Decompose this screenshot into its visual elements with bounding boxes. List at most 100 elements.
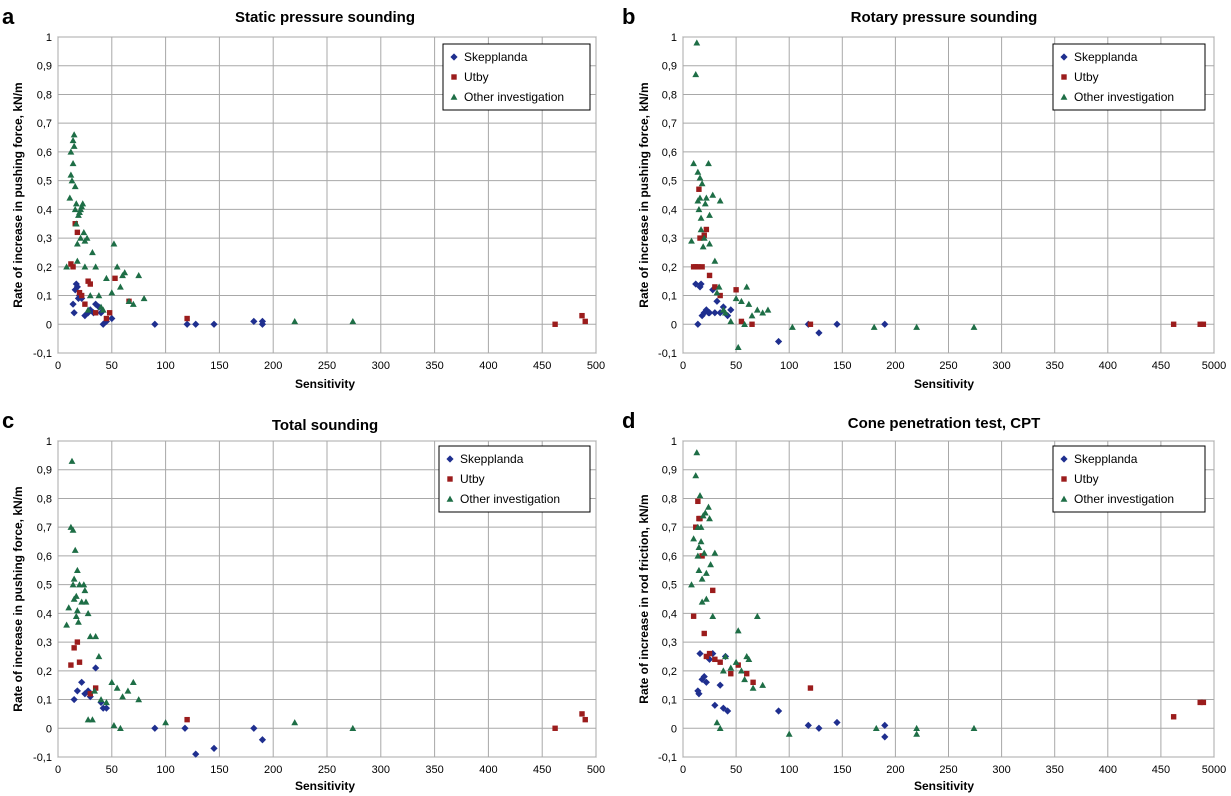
x-tick-label: 200 <box>886 764 904 776</box>
data-point <box>711 701 719 709</box>
x-tick-label: 400 <box>479 360 497 372</box>
data-point <box>716 197 724 204</box>
y-tick-label: 0,2 <box>37 666 52 678</box>
data-point <box>92 310 99 316</box>
data-point <box>68 261 74 267</box>
x-axis-label: Sensitivity <box>295 377 355 391</box>
data-point <box>110 240 118 247</box>
data-point <box>750 679 756 686</box>
data-point <box>872 724 880 731</box>
y-tick-label: 0,6 <box>37 147 52 159</box>
legend-entry: Utby <box>1074 70 1099 84</box>
data-point <box>735 662 741 668</box>
series-skepplanda <box>694 649 889 741</box>
data-point <box>696 492 704 499</box>
data-point <box>690 613 697 619</box>
data-point <box>695 566 703 573</box>
x-tick-label: 450 <box>533 360 551 372</box>
data-point <box>697 523 705 530</box>
data-point <box>113 263 121 270</box>
data-point <box>117 283 124 290</box>
y-tick-label: 0,5 <box>37 176 52 188</box>
data-point <box>72 612 80 619</box>
y-tick-label: -0,1 <box>33 348 52 360</box>
data-point <box>151 320 159 328</box>
x-tick-label: 450 <box>1152 360 1170 372</box>
data-point <box>68 177 76 184</box>
data-point <box>713 297 721 305</box>
data-point <box>552 725 558 731</box>
legend-entry: Skepplanda <box>1074 452 1138 466</box>
data-point <box>108 678 116 686</box>
data-point <box>1197 699 1203 706</box>
data-point <box>1170 714 1177 720</box>
data-point <box>102 317 111 325</box>
y-tick-label: 0,8 <box>662 493 677 505</box>
legend-entry: Other investigation <box>1074 90 1174 104</box>
data-point <box>76 289 83 296</box>
y-tick-label: 0,8 <box>662 89 677 101</box>
data-point <box>732 295 740 302</box>
legend-entry: Skepplanda <box>1074 50 1138 64</box>
data-point <box>741 676 748 683</box>
x-tick-label: 400 <box>1099 764 1117 776</box>
data-point <box>715 283 723 290</box>
legend-marker <box>1061 74 1067 80</box>
data-point <box>69 300 77 308</box>
panel-letter: a <box>2 4 15 29</box>
y-tick-label: 0,8 <box>37 493 52 505</box>
chart-title: Rotary pressure sounding <box>851 9 1038 26</box>
data-point <box>78 678 86 686</box>
data-point <box>722 309 729 316</box>
data-point <box>113 684 121 691</box>
data-point <box>738 667 745 674</box>
x-tick-label: 0 <box>680 360 686 372</box>
legend-entry: Skepplanda <box>464 50 528 64</box>
data-point <box>732 658 740 665</box>
data-point <box>75 618 82 625</box>
data-point <box>73 687 81 695</box>
y-tick-label: -0,1 <box>658 348 677 360</box>
data-point <box>701 630 707 637</box>
data-point <box>135 696 143 703</box>
data-point <box>117 724 124 731</box>
data-point <box>81 263 89 270</box>
x-tick-label: 450 <box>1152 764 1170 776</box>
data-point <box>696 283 704 291</box>
y-tick-label: 0 <box>671 319 677 331</box>
data-point <box>697 515 703 522</box>
data-point <box>748 312 756 319</box>
data-point <box>702 678 710 686</box>
data-point <box>73 607 81 614</box>
x-tick-label: 100 <box>156 764 174 776</box>
data-point <box>86 632 94 640</box>
chart-panel-b: -0,100,10,20,30,40,50,60,70,80,910 50 100 1… <box>622 4 1226 391</box>
x-tick-label: 400 <box>1099 360 1117 372</box>
data-point <box>700 309 708 317</box>
legend: Skepplanda Utby Other investigation <box>1052 43 1206 111</box>
data-point <box>703 653 710 660</box>
data-point <box>119 693 126 700</box>
data-point <box>78 598 86 605</box>
legend-marker <box>446 455 454 463</box>
data-point <box>706 515 713 522</box>
data-point <box>706 240 713 247</box>
data-point <box>833 718 841 727</box>
y-tick-label: 0,9 <box>662 61 677 73</box>
legend-box <box>438 445 591 513</box>
legend-marker <box>450 93 458 100</box>
data-point <box>709 191 717 198</box>
data-point <box>728 670 734 677</box>
data-point <box>833 320 841 328</box>
data-point <box>815 329 823 337</box>
chart-panel-a: -0,100,10,20,30,40,50,60,70,80,910 50 100 1… <box>2 4 605 391</box>
x-tick-label: 250 <box>939 764 957 776</box>
y-tick-label: 0,1 <box>662 291 677 303</box>
x-tick-label: 150 <box>833 764 851 776</box>
y-tick-label: 0,9 <box>37 61 52 73</box>
y-tick-label: 0,3 <box>662 637 677 649</box>
data-point <box>77 234 84 241</box>
data-point <box>184 716 190 723</box>
data-point <box>63 263 71 270</box>
data-point <box>89 249 96 256</box>
